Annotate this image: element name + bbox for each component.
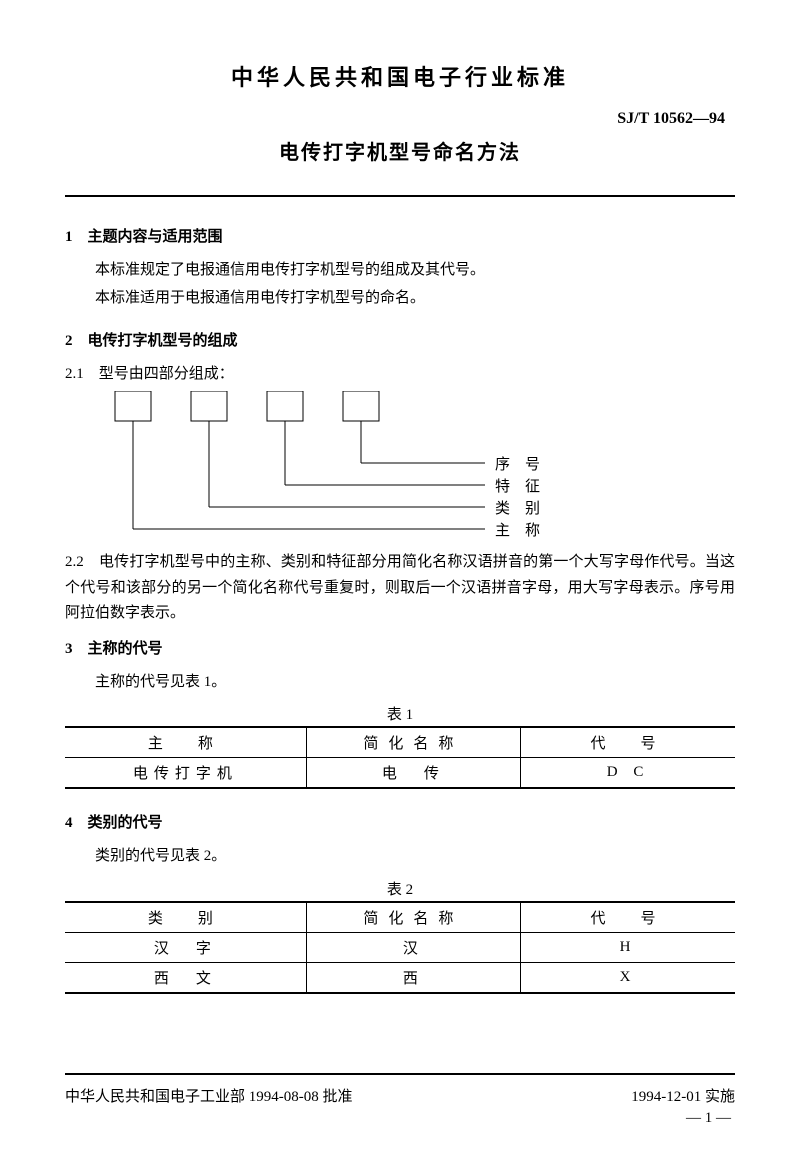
table-cell: 西 文: [65, 962, 306, 993]
section-2-1: 2.1 型号由四部分组成：: [65, 362, 735, 383]
page-footer: 中华人民共和国电子工业部 1994-08-08 批准 1994-12-01 实施…: [65, 1073, 735, 1127]
svg-text:类 别: 类 别: [495, 500, 540, 517]
table-2: 类 别简化名称代 号汉 字汉H 西 文西X: [65, 901, 735, 994]
diagram-svg: 序 号特 征类 别主 称: [85, 391, 645, 541]
section-1-p2: 本标准适用于电报通信用电传打字机型号的命名。: [65, 286, 735, 312]
table-cell: 汉: [306, 932, 520, 962]
footer-effective: 1994-12-01 实施: [631, 1085, 735, 1106]
table-cell: 电传打字机: [65, 758, 306, 789]
standard-code: SJ/T 10562—94: [65, 110, 735, 128]
footer-approval: 中华人民共和国电子工业部 1994-08-08 批准: [65, 1085, 353, 1106]
svg-text:序 号: 序 号: [495, 456, 540, 473]
section-3-p1: 主称的代号见表 1。: [65, 670, 735, 696]
table-header-cell: 简化名称: [306, 902, 520, 933]
table-header-cell: 代 号: [521, 902, 735, 933]
title-rule: [65, 195, 735, 197]
doc-title: 电传打字机型号命名方法: [65, 136, 735, 165]
table-cell: 电 传: [306, 758, 520, 789]
table-cell: H: [521, 932, 735, 962]
section-3-head: 3 主称的代号: [65, 637, 735, 658]
section-1-head: 1 主题内容与适用范围: [65, 225, 735, 246]
table-header-cell: 代 号: [521, 727, 735, 758]
section-4-head: 4 类别的代号: [65, 811, 735, 832]
table-cell: 汉 字: [65, 932, 306, 962]
svg-text:特 征: 特 征: [495, 478, 540, 495]
section-2-head: 2 电传打字机型号的组成: [65, 329, 735, 350]
table1-caption: 表 1: [65, 703, 735, 724]
table-header-cell: 简化名称: [306, 727, 520, 758]
section-4-p1: 类别的代号见表 2。: [65, 844, 735, 870]
section-1-p1: 本标准规定了电报通信用电传打字机型号的组成及其代号。: [65, 258, 735, 284]
table-cell: 西: [306, 962, 520, 993]
model-structure-diagram: 序 号特 征类 别主 称: [85, 391, 735, 546]
svg-text:主 称: 主 称: [495, 522, 540, 539]
org-title: 中华人民共和国电子行业标准: [65, 60, 735, 92]
section-2-2: 2.2 电传打字机型号中的主称、类别和特征部分用简化名称汉语拼音的第一个大写字母…: [65, 550, 735, 627]
table-header-cell: 主 称: [65, 727, 306, 758]
table-header-cell: 类 别: [65, 902, 306, 933]
page-number: — 1 —: [65, 1110, 735, 1127]
table-1: 主 称简化名称代 号电传打字机电 传D C: [65, 726, 735, 789]
table2-caption: 表 2: [65, 878, 735, 899]
footer-rule: [65, 1073, 735, 1075]
table-cell: D C: [521, 758, 735, 789]
table-cell: X: [521, 962, 735, 993]
